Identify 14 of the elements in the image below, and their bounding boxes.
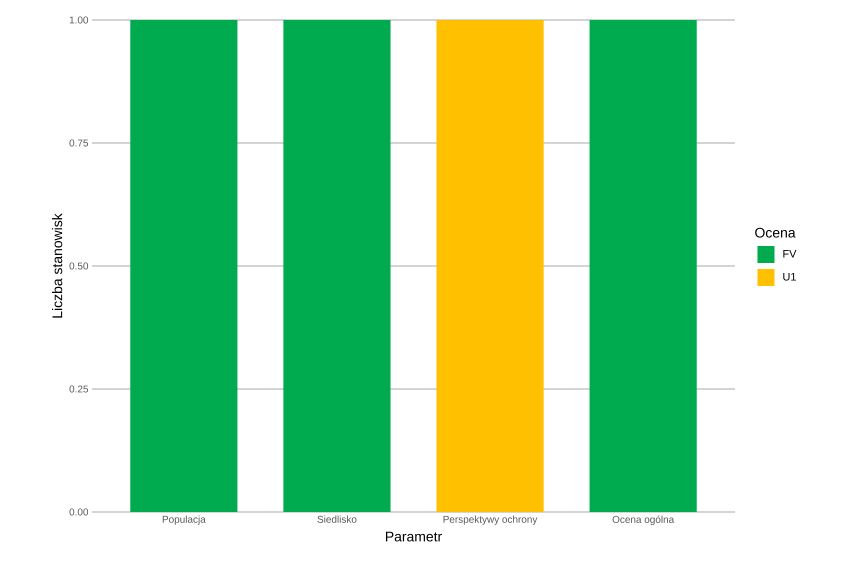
y-tick-label: 0.50 bbox=[69, 262, 88, 270]
y-tick-label: 1.00 bbox=[70, 16, 88, 24]
y-tick-label: 0.25 bbox=[69, 385, 88, 393]
x-axis-title: Parametr bbox=[386, 532, 442, 542]
x-tick-label: Ocena ogólna bbox=[612, 516, 674, 525]
y-tick-label: 0.00 bbox=[69, 508, 88, 516]
legend-label: FV bbox=[783, 250, 796, 258]
x-tick-label: Siedlisko bbox=[317, 516, 356, 523]
x-tick-label: Populacja bbox=[162, 516, 206, 525]
y-tick-label: 0.75 bbox=[69, 139, 88, 147]
y-axis-title: Liczba stanowisk bbox=[52, 213, 62, 318]
legend-title: Ocena bbox=[755, 228, 796, 238]
x-tick-label: Perspektywy ochrony bbox=[444, 516, 538, 525]
legend-label: U1 bbox=[783, 272, 796, 281]
